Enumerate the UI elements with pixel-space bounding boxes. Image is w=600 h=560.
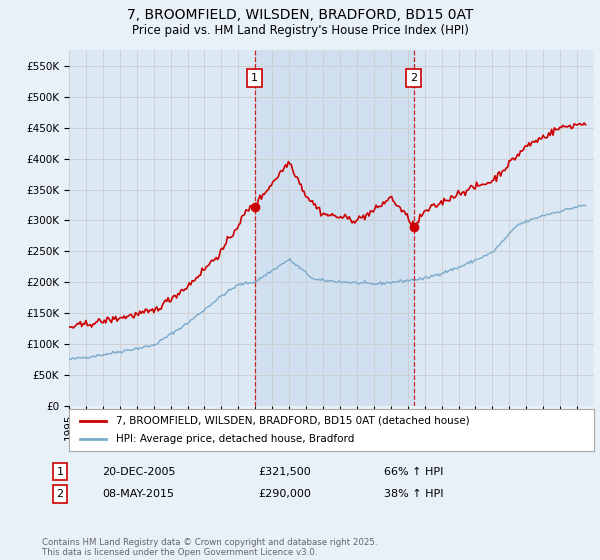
Text: Contains HM Land Registry data © Crown copyright and database right 2025.
This d: Contains HM Land Registry data © Crown c… xyxy=(42,538,377,557)
Text: Price paid vs. HM Land Registry's House Price Index (HPI): Price paid vs. HM Land Registry's House … xyxy=(131,24,469,36)
Text: 2: 2 xyxy=(410,73,418,83)
Text: HPI: Average price, detached house, Bradford: HPI: Average price, detached house, Brad… xyxy=(116,434,355,444)
Text: £321,500: £321,500 xyxy=(258,466,311,477)
Text: 38% ↑ HPI: 38% ↑ HPI xyxy=(384,489,443,499)
Text: £290,000: £290,000 xyxy=(258,489,311,499)
Text: 66% ↑ HPI: 66% ↑ HPI xyxy=(384,466,443,477)
Text: 20-DEC-2005: 20-DEC-2005 xyxy=(102,466,176,477)
Text: 1: 1 xyxy=(56,466,64,477)
Text: 08-MAY-2015: 08-MAY-2015 xyxy=(102,489,174,499)
Text: 7, BROOMFIELD, WILSDEN, BRADFORD, BD15 0AT (detached house): 7, BROOMFIELD, WILSDEN, BRADFORD, BD15 0… xyxy=(116,416,470,426)
Text: 1: 1 xyxy=(251,73,258,83)
Bar xyxy=(255,50,414,406)
Text: 2: 2 xyxy=(56,489,64,499)
Text: 7, BROOMFIELD, WILSDEN, BRADFORD, BD15 0AT: 7, BROOMFIELD, WILSDEN, BRADFORD, BD15 0… xyxy=(127,8,473,22)
